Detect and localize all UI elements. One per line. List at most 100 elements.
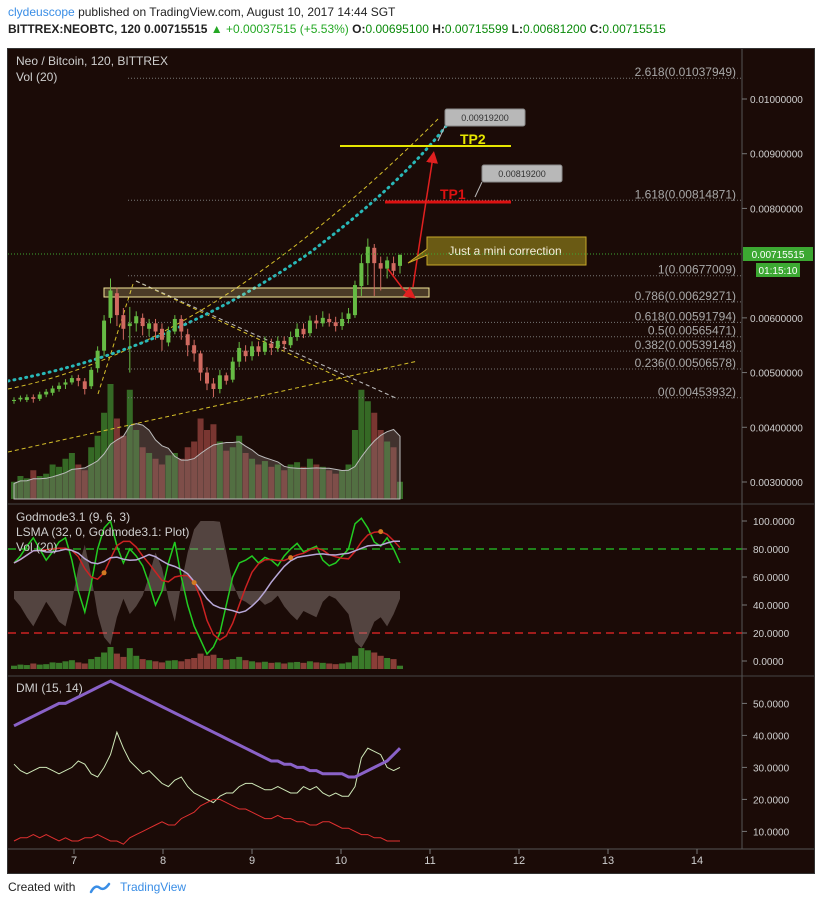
godmode-tick-label: 60.0000 [753,573,790,584]
annotation-callout[interactable] [407,236,587,266]
candle-body [12,399,16,402]
fib-level-label: 0.382(0.00539148) [635,338,736,352]
candle-body [314,320,319,324]
godmode-tick-label: 0.0000 [753,657,784,668]
candle-body [359,263,364,287]
godmode-volume-bar [62,661,69,669]
candle-body [82,381,87,389]
candle-body [301,328,306,335]
volume-bar [261,461,268,499]
godmode-volume-bar [319,662,326,669]
volume-bar [23,478,30,499]
volume-bar [36,476,43,499]
godmode-volume-bar [113,653,120,669]
godmode-volume-bar [146,660,153,669]
support-zone-box[interactable] [103,287,430,298]
volume-bar [113,418,120,499]
godmode-volume-bar [390,659,397,669]
volume-bar [101,412,108,499]
candle-body [320,317,325,324]
tp1-label: TP1 [440,186,466,202]
candle-body [134,316,139,324]
price-change: +0.00037515 (+5.53%) [226,22,349,36]
volume-bar [139,447,146,499]
adx-line [13,679,402,779]
price-tick-label: 0.00600000 [750,314,803,325]
godmode-volume-bar [139,659,146,669]
change-arrow-icon: ▲ [210,22,223,36]
godmode-pane[interactable]: 100.0000 80.0000 60.0000 40.0000 20.0000 0.00… [8,517,795,669]
godmode-volume-bar [81,663,88,669]
godmode-volume-bar [268,662,275,669]
candle-body [256,346,261,352]
godmode-volume-bar [88,659,95,669]
volume-bar [120,435,127,499]
candle-body [211,383,216,389]
close-value: 0.00715515 [602,22,666,36]
fib-level-label: 0.618(0.00591794) [635,309,736,323]
time-tick-label: 14 [691,855,703,867]
chart-frame[interactable]: 2.618(0.01037949) 1.618(0.00814871) 1(0.00… [6,48,815,874]
candle-body [18,397,23,400]
publish-line: clydeuscope published on TradingView.com… [8,5,395,19]
volume-bar [332,473,339,499]
tp2-price-flag[interactable] [444,108,526,127]
author-name[interactable]: clydeuscope [8,5,75,19]
godmode-volume-bar [229,659,236,669]
godmode-volume-bar [351,655,358,669]
volume-label: Vol (20) [16,70,57,84]
price-axis[interactable]: 0.01000000 0.00900000 0.00800000 0.00600000… [742,95,803,489]
candle-body [76,378,81,381]
volume-bar [171,453,178,499]
fib-level-label: 0.236(0.00506578) [635,356,736,370]
tp2-flag-text: 0.00919200 [461,113,509,123]
time-axis[interactable]: 7 8 9 10 11 12 13 14 [71,849,703,867]
godmode-volume-bar [326,663,333,669]
time-tick-label: 13 [602,855,614,867]
price-tick-label: 0.00500000 [750,369,803,380]
godmode-line [13,517,401,656]
candle-body [153,323,158,332]
open-value: 0.00695100 [365,22,429,36]
dmi-pane[interactable]: 50.0000 40.0000 30.0000 20.0000 10.0000 [13,679,790,845]
godmode-tick-label: 100.0000 [753,517,795,528]
correction-arrow [387,268,416,299]
candle-body [121,315,126,329]
last-price-tag [743,247,813,261]
price-tick-label: 0.01000000 [750,95,803,106]
godmode-volume-bar [287,662,294,669]
dmi-tick-label: 30.0000 [753,763,790,774]
volume-bar [384,441,391,499]
volume-bar [152,458,159,499]
volume-bar [229,447,236,499]
tp1-price-flag[interactable] [481,164,563,183]
candle-body [365,246,370,264]
volume-bar [184,447,191,499]
volume-bar [178,458,185,499]
volume-bar [216,441,223,499]
godmode-volume-bar [178,661,185,669]
price-tick-label: 0.00400000 [750,423,803,434]
candle-body [378,263,383,269]
volume-bar [242,453,249,499]
godmode-volume-bar [36,664,43,669]
godmode-volume-bar [49,662,56,669]
candle-body [159,328,164,340]
rise-line [97,283,134,395]
volume-ma-area [13,423,401,500]
fib-level-label: 2.618(0.01037949) [635,65,736,79]
candle-body [44,391,49,395]
last-price: 0.00715515 [144,22,208,36]
tradingview-brand[interactable]: TradingView [120,880,187,894]
volume-bar [351,430,358,499]
candle-body [391,263,396,271]
godmode-volume-bar [384,658,391,669]
godmode-tick-label: 80.0000 [753,545,790,556]
teal-ma-curve [6,115,455,383]
candle-body [333,322,338,327]
open-label: O: [352,22,366,36]
chart-svg[interactable]: 2.618(0.01037949) 1.618(0.00814871) 1(0.00… [6,49,814,873]
symbol-name: BITTREX:NEOBTC, 120 [8,22,141,36]
godmode-signal-dot [191,580,197,586]
volume-bar [339,470,346,499]
